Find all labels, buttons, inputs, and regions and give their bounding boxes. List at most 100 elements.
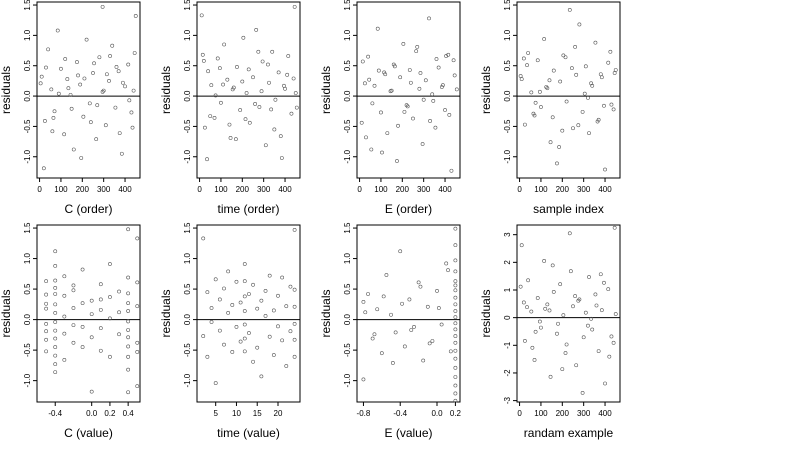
panel-8-point — [526, 278, 531, 283]
panel-5-point — [62, 314, 67, 319]
panel-7-point — [412, 325, 416, 329]
panel-6-point — [226, 269, 231, 274]
panel-1-point — [75, 60, 79, 64]
panel-1-point — [113, 105, 118, 110]
panel-1-point — [104, 72, 109, 77]
panel-5-point — [89, 312, 94, 317]
panel-5-point — [62, 331, 67, 336]
panel-3-y-tick-label: 1.0 — [343, 29, 352, 41]
panel-2-point — [282, 83, 286, 88]
panel-5-point — [44, 329, 49, 334]
panel-8-point — [613, 312, 618, 316]
panel-7-point — [446, 268, 450, 273]
panel-3-point — [359, 120, 364, 125]
panel-5-point — [98, 282, 103, 287]
panel-5-point — [117, 332, 121, 337]
panel-2-point — [291, 76, 296, 81]
panel-5-point — [62, 293, 67, 298]
panel-3-point — [431, 99, 436, 103]
panel-5-point — [53, 345, 58, 349]
panel-4-point — [573, 45, 578, 49]
panel-4-point — [611, 107, 616, 112]
panel-5-point — [135, 384, 140, 389]
panel-1-point — [107, 79, 111, 83]
panel-8-point — [564, 342, 569, 347]
panel-6-point — [242, 336, 247, 341]
panel-3-point — [407, 68, 412, 72]
panel-5-point — [71, 306, 76, 310]
panel-2-point — [286, 54, 291, 58]
panel-2-point — [294, 105, 299, 110]
panel-4-y-tick-label: 0.5 — [503, 60, 512, 72]
panel-5-y-tick-label: -1.0 — [23, 373, 32, 387]
panel-2-point — [273, 97, 278, 102]
panel-1-point — [79, 156, 84, 160]
panel-8-y-tick-label: 0 — [503, 315, 512, 320]
panel-3-point — [389, 88, 394, 93]
panel-4-point — [537, 89, 542, 94]
panel-6-point — [280, 275, 285, 280]
panel-2-point — [227, 122, 232, 127]
panel-6-y-tick-label: 1.0 — [183, 252, 192, 264]
panel-3-point — [398, 75, 403, 80]
panel-2-point — [215, 56, 220, 61]
panel-8-x-axis-label: randam example — [524, 426, 614, 440]
panel-7-point — [453, 226, 458, 231]
panel-2-frame — [196, 1, 301, 179]
panel-2-point — [225, 77, 230, 82]
panel-3-point — [443, 108, 447, 112]
panel-8-point — [609, 334, 614, 339]
panel-4-point — [586, 95, 590, 100]
panel-8-frame — [516, 224, 621, 403]
panel-8-y-tick-label: -2 — [503, 369, 512, 377]
panel-2-x-tick-label: 0 — [197, 185, 202, 194]
panel-8-x-tick-label: 300 — [577, 409, 591, 418]
panel-2-x-tick-label: 300 — [257, 185, 271, 194]
panel-1-point — [110, 43, 115, 48]
panel-5-point — [44, 337, 49, 342]
panel-7-point — [381, 294, 386, 299]
panel-6-point — [263, 314, 268, 318]
panel-8-point — [593, 292, 598, 297]
panel-4-point — [587, 131, 591, 135]
panel-8-point — [586, 323, 590, 328]
panel-4-point — [598, 72, 603, 77]
panel-7-point — [453, 391, 458, 396]
panel-1-point — [76, 73, 80, 78]
panel-2-point — [208, 114, 213, 119]
panel-4-point — [606, 60, 611, 65]
panel-3-point — [363, 81, 367, 86]
panel-2-point — [283, 86, 287, 91]
panel-4-point — [547, 78, 552, 83]
panel-7-point — [448, 349, 453, 354]
panel-4-point — [539, 105, 543, 109]
panel-5-point — [126, 367, 131, 372]
panel-4-point — [557, 145, 562, 149]
panel-6-point — [255, 345, 260, 350]
panel-6-point — [205, 290, 210, 295]
panel-5-x-tick-label: 0.4 — [123, 409, 135, 418]
panel-5-y-tick-label: -0.5 — [23, 343, 32, 357]
panel-3-point — [375, 26, 380, 31]
panel-5-point — [53, 328, 58, 333]
panel-3-point — [417, 86, 422, 91]
panel-6-point — [230, 303, 235, 307]
panel-6-point — [255, 306, 260, 311]
panel-4-x-axis-label: sample index — [533, 202, 604, 216]
panel-1-point — [127, 98, 132, 103]
panel-4-point — [602, 103, 606, 108]
panel-8-point — [568, 269, 573, 274]
panel-1-point — [52, 109, 57, 114]
panel-7-point — [398, 249, 403, 254]
panel-5-point — [62, 357, 67, 362]
panel-8: 0 100 200 300 400 -3 -2 -1 0 1 2 3 randam example res… — [479, 224, 621, 440]
panel-3-point — [404, 103, 409, 108]
panel-5-point — [89, 335, 94, 340]
panel-7-point — [453, 258, 458, 263]
panel-5-point — [108, 316, 112, 321]
panel-2-point — [230, 87, 235, 92]
panel-7-x-tick-label: -0.8 — [357, 409, 371, 418]
panel-8-point — [519, 243, 524, 248]
panel-4-y-tick-label: 1.5 — [503, 0, 512, 11]
panel-3-x-tick-label: 200 — [396, 185, 410, 194]
